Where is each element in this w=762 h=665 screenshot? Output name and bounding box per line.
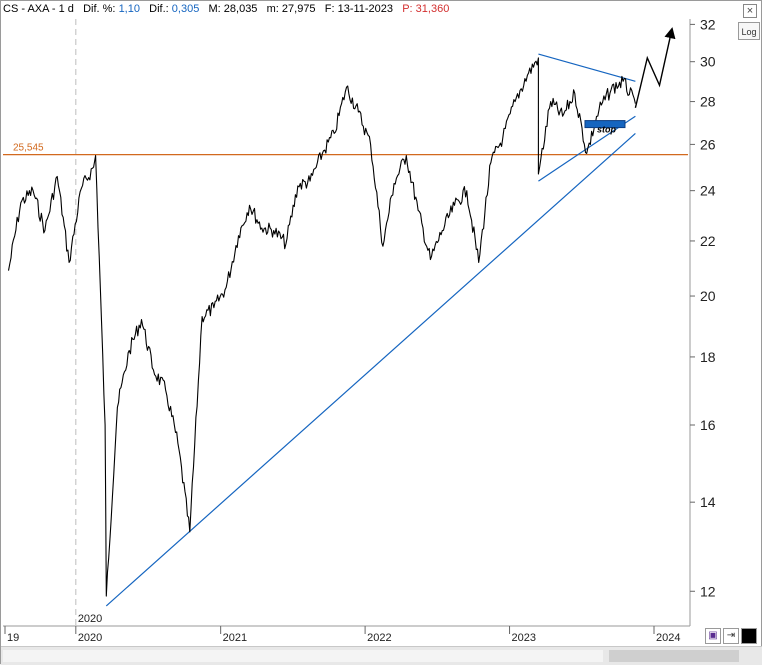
price-value: 31,360 xyxy=(415,3,450,15)
chart-tools: ▣ ⇥ xyxy=(705,628,757,645)
price-series-line xyxy=(7,57,636,597)
x-tick-label: 19 xyxy=(7,632,19,644)
save-icon[interactable]: ▣ xyxy=(705,628,721,644)
dif-label: Dif.: xyxy=(149,3,169,15)
trendline-3[interactable] xyxy=(538,53,636,82)
scroll-thumb[interactable] xyxy=(609,650,739,662)
price-label: P: xyxy=(402,3,413,15)
x-tick-label: 2021 xyxy=(223,632,247,644)
difpct-value: 1,10 xyxy=(118,3,140,15)
y-tick-label: 26 xyxy=(700,136,716,152)
resistance-label: 25,545 xyxy=(13,143,44,154)
y-tick-label: 22 xyxy=(700,233,716,249)
y-tick-label: 32 xyxy=(700,16,716,32)
x-tick-label: 2024 xyxy=(656,632,680,644)
pin-icon[interactable]: ⇥ xyxy=(723,628,739,644)
x-tick-label: 2020 xyxy=(78,632,102,644)
cursor-label: 2020 xyxy=(78,613,102,625)
scroll-track[interactable] xyxy=(3,650,603,662)
max-label: M: xyxy=(208,3,221,15)
y-tick-label: 28 xyxy=(700,94,716,110)
bottom-scrollbar[interactable] xyxy=(1,646,762,665)
plot-area xyxy=(3,19,690,626)
date-value: 13-11-2023 xyxy=(337,3,394,15)
max-value: 28,035 xyxy=(223,3,258,15)
y-tick-label: 30 xyxy=(700,54,716,70)
dif-value: 0,305 xyxy=(171,3,200,15)
trendline-1[interactable] xyxy=(105,132,636,607)
y-tick-label: 24 xyxy=(700,183,716,199)
y-tick-label: 20 xyxy=(700,288,716,304)
y-tick-label: 12 xyxy=(700,583,716,599)
min-value: 27,975 xyxy=(281,3,316,15)
min-label: m: xyxy=(266,3,279,15)
y-tick-label: 14 xyxy=(700,494,716,510)
stop-box[interactable] xyxy=(584,120,626,129)
symbol-label: CS - AXA - 1 d xyxy=(3,3,74,15)
difpct-label: Dif. %: xyxy=(83,3,116,15)
date-label: F: xyxy=(324,3,335,15)
x-tick-label: 2022 xyxy=(367,632,391,644)
stop-label: stop xyxy=(597,125,617,135)
log-scale-button[interactable]: Log xyxy=(738,22,760,40)
close-button[interactable]: × xyxy=(743,4,757,18)
y-tick-label: 16 xyxy=(700,417,716,433)
projection-arrow[interactable] xyxy=(634,27,676,108)
chart-header: CS - AXA - 1 d Dif. %: 1,10 Dif.: 0,305 … xyxy=(3,3,454,18)
y-tick-label: 18 xyxy=(700,349,716,365)
color-swatch-icon[interactable] xyxy=(741,628,757,644)
price-chart[interactable]: 2020 25,545 stop 1214161820222426283032 … xyxy=(1,1,762,646)
x-tick-label: 2023 xyxy=(512,632,536,644)
